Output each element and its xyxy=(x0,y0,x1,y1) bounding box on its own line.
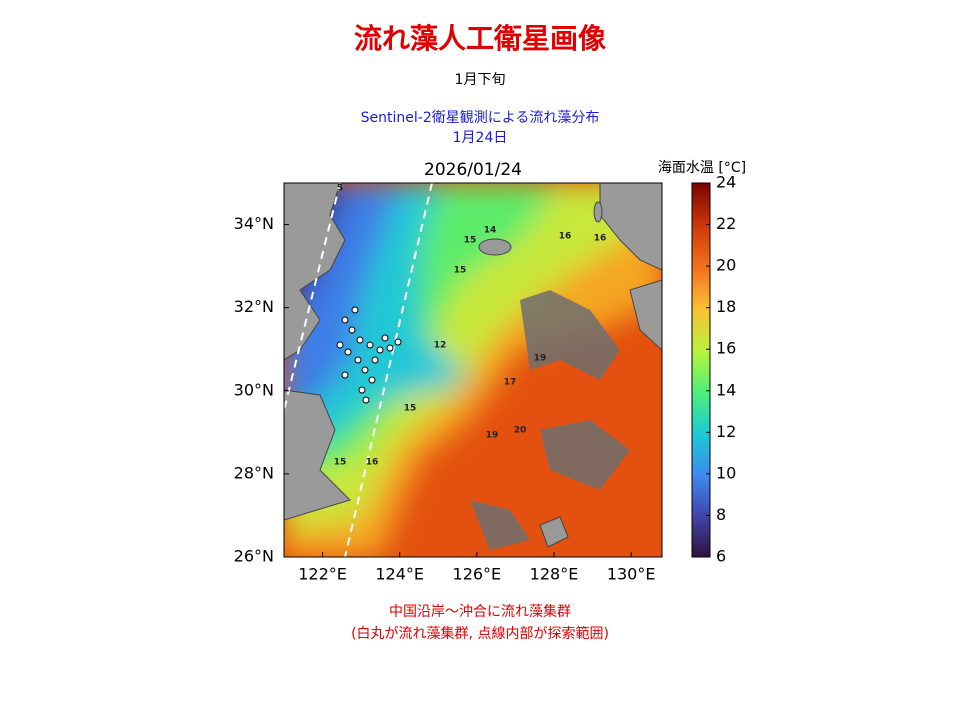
contour-label: 14 xyxy=(484,226,497,236)
x-tick-label: 126°E xyxy=(453,565,502,584)
search-area xyxy=(284,183,433,557)
colorbar-tick-label: 16 xyxy=(716,339,736,358)
map-title: 2026/01/24 xyxy=(424,160,522,180)
caption: Sentinel-2衛星観測による流れ藻分布 xyxy=(361,109,600,126)
colorbar-tick-label: 24 xyxy=(716,173,736,192)
x-tick-label: 128°E xyxy=(530,565,579,584)
colorbar-tick-label: 22 xyxy=(716,214,736,233)
footer: 中国沿岸～沖合に流れ藻集群 xyxy=(389,603,571,620)
contour-label: 19 xyxy=(486,431,499,441)
sst-field xyxy=(284,183,662,557)
contour-label: 17 xyxy=(504,378,517,388)
colorbar-tick-label: 14 xyxy=(716,380,736,399)
contour-label: 16 xyxy=(594,234,607,244)
contour-label: 15 xyxy=(464,236,477,246)
x-tick-label: 124°E xyxy=(375,565,424,584)
contour-label: 16 xyxy=(366,458,379,468)
map-frame xyxy=(283,182,663,558)
colorbar-tick-label: 18 xyxy=(716,297,736,316)
colorbar-label: 海面水温 [°C] xyxy=(658,160,746,176)
colorbar-tick-label: 8 xyxy=(716,505,726,524)
x-tick-label: 122°E xyxy=(298,565,347,584)
y-tick-label: 32°N xyxy=(234,297,274,316)
contour-label: 15 xyxy=(404,404,417,414)
y-tick-label: 28°N xyxy=(234,463,274,482)
colorbar-tick-label: 12 xyxy=(716,422,736,441)
period: 1月下旬 xyxy=(455,72,506,88)
y-tick-label: 30°N xyxy=(234,380,274,399)
contour-label: 16 xyxy=(559,232,572,242)
colorbar-tick-label: 6 xyxy=(716,547,726,566)
colorbar-tick-label: 20 xyxy=(716,256,736,275)
footer-note: (白丸が流れ藻集群, 点線内部が探索範囲) xyxy=(351,625,609,642)
colorbar-tick-label: 10 xyxy=(716,463,736,482)
contour-label: 15 xyxy=(454,266,467,276)
caption: 1月24日 xyxy=(453,130,508,146)
contour-label: 5 xyxy=(337,184,343,194)
y-tick-label: 26°N xyxy=(234,547,274,566)
contour-label: 20 xyxy=(514,426,527,436)
title: 流れ藻人工衛星画像 xyxy=(354,22,607,55)
contour-label: 12 xyxy=(434,341,447,351)
y-tick-label: 34°N xyxy=(234,214,274,233)
x-tick-label: 130°E xyxy=(607,565,656,584)
colorbar xyxy=(691,182,711,558)
contour-label: 15 xyxy=(334,458,347,468)
algae-clusters xyxy=(336,306,402,404)
contour-label: 19 xyxy=(534,354,547,364)
